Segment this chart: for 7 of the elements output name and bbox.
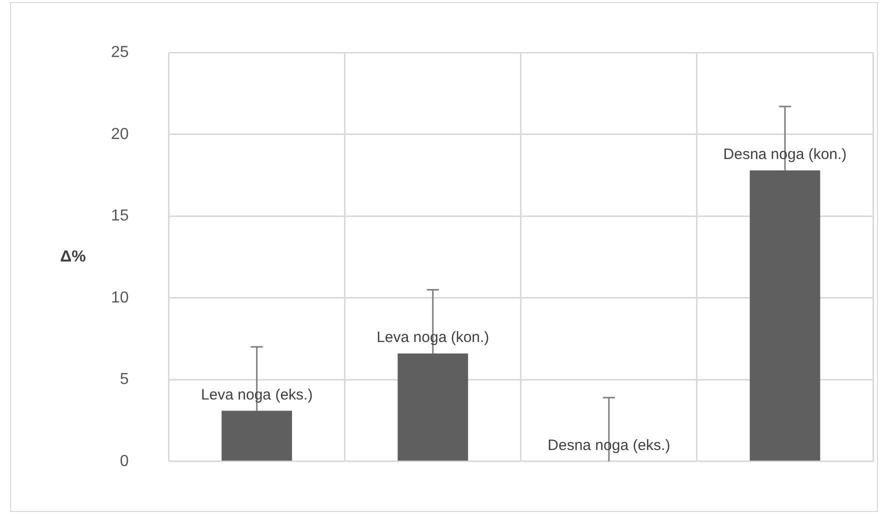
y-tick-label: 0 [120,452,129,470]
y-tick-label: 10 [111,289,129,306]
y-tick-label: 25 [111,44,129,62]
y-axis-title: Δ% [60,248,86,266]
y-tick-label: 5 [120,371,129,388]
y-tick-label: 15 [111,208,129,225]
y-tick-label: 20 [111,126,129,143]
